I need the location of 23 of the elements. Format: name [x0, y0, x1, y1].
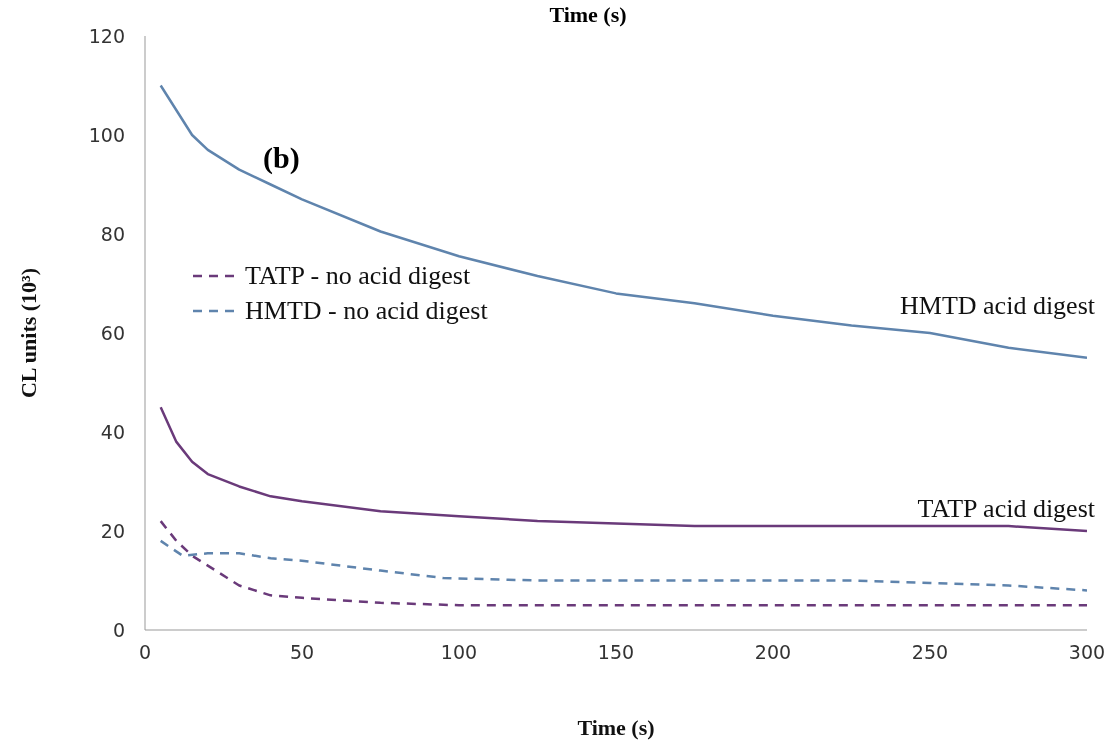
y-tick-label: 0	[112, 618, 125, 641]
text: Time (s)	[549, 2, 627, 27]
legend-label: TATP - no acid digest	[244, 260, 472, 292]
y-axis-title: CL units (10³)	[15, 267, 41, 399]
legend-label: HMTD - no acid digest	[244, 295, 488, 327]
series-label: HMTD acid digest	[900, 290, 1096, 320]
y-tick-label: 60	[100, 321, 125, 344]
y-tick-label: 80	[100, 222, 125, 245]
x-tick-label: 200	[754, 641, 792, 664]
x-tick-label: 300	[1068, 641, 1106, 664]
x-tick-label: 0	[138, 641, 152, 664]
y-tick-label: 100	[88, 123, 125, 146]
y-tick-label: 20	[100, 519, 125, 542]
x-tick-label: 50	[289, 641, 315, 664]
y-tick-label: 40	[100, 420, 125, 443]
y-tick-label: 120	[88, 24, 125, 47]
annotation: (b)	[263, 141, 300, 175]
series-label: TATP acid digest	[917, 494, 1096, 523]
x-tick-label: 250	[911, 641, 949, 664]
x-axis-title: Time (s)	[577, 715, 655, 740]
x-tick-label: 150	[597, 641, 635, 664]
line-series	[159, 539, 1087, 592]
x-tick-label: 100	[440, 641, 478, 664]
